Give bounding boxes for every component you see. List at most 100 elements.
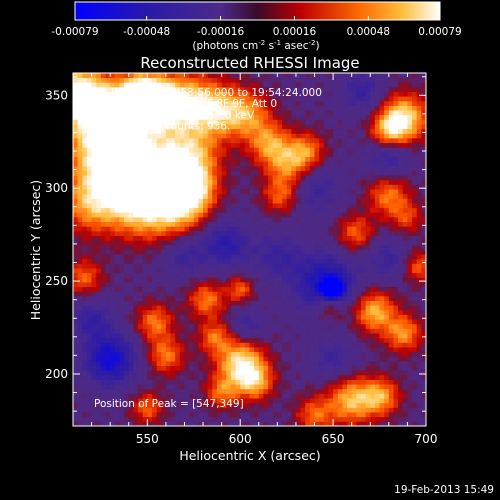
heatmap-cell	[184, 203, 190, 209]
heatmap-cell	[156, 384, 162, 390]
heatmap-cell	[119, 198, 125, 204]
heatmap-cell	[291, 384, 297, 390]
heatmap-cell	[249, 398, 255, 404]
heatmap-cell	[100, 244, 106, 250]
heatmap-cell	[161, 347, 167, 353]
heatmap-cell	[263, 319, 269, 325]
heatmap-cell	[263, 240, 269, 246]
heatmap-cell	[96, 365, 102, 371]
heatmap-cell	[216, 96, 223, 102]
heatmap-cell	[314, 351, 320, 357]
heatmap-cell	[133, 319, 139, 325]
heatmap-cell	[161, 212, 167, 218]
heatmap-cell	[119, 282, 125, 288]
heatmap-cell	[347, 319, 353, 325]
heatmap-cell	[333, 110, 339, 116]
heatmap-cell	[179, 86, 185, 92]
heatmap-cell	[124, 421, 130, 426]
heatmap-cell	[249, 207, 255, 213]
heatmap-cell	[263, 151, 269, 157]
heatmap-cell	[193, 100, 199, 106]
heatmap-cell	[263, 351, 269, 357]
heatmap-cell	[319, 277, 325, 283]
heatmap-cell	[240, 240, 246, 246]
heatmap-cell	[184, 119, 190, 125]
heatmap-cell	[356, 328, 362, 334]
heatmap-cell	[105, 360, 111, 367]
heatmap-cell	[124, 309, 130, 315]
heatmap-cell	[249, 138, 255, 144]
heatmap-cell	[323, 286, 329, 292]
heatmap-cell	[119, 147, 125, 153]
heatmap-cell	[100, 258, 106, 264]
heatmap-cell	[263, 189, 269, 195]
heatmap-cell	[212, 319, 218, 325]
heatmap-cell	[161, 258, 167, 264]
heatmap-cell	[193, 193, 199, 199]
heatmap-cell	[337, 291, 343, 297]
heatmap-cell	[147, 365, 153, 371]
heatmap-cell	[203, 96, 209, 102]
heatmap-cell	[356, 300, 362, 306]
heatmap-cell	[333, 240, 339, 246]
heatmap-cell	[342, 254, 348, 260]
heatmap-cell	[309, 235, 315, 241]
heatmap-cell	[82, 189, 88, 195]
heatmap-cell	[203, 212, 209, 218]
heatmap-cell	[254, 161, 260, 167]
heatmap-cell	[319, 203, 325, 209]
heatmap-cell	[110, 235, 116, 241]
heatmap-cell	[291, 323, 297, 329]
heatmap-cell	[370, 82, 376, 88]
heatmap-cell	[184, 175, 190, 181]
heatmap-cell	[73, 198, 79, 204]
heatmap-cell	[328, 105, 334, 111]
heatmap-cell	[203, 365, 209, 371]
heatmap-cell	[110, 272, 116, 278]
heatmap-cell	[105, 244, 111, 250]
heatmap-cell	[342, 189, 348, 195]
heatmap-cell	[100, 147, 106, 153]
heatmap-cell	[119, 402, 125, 408]
heatmap-cell	[286, 128, 292, 134]
heatmap-cell	[179, 328, 185, 334]
heatmap-cell	[244, 86, 250, 92]
heatmap-cell	[207, 156, 213, 162]
heatmap-cell	[309, 309, 315, 315]
heatmap-cell	[333, 73, 339, 79]
heatmap-cell	[254, 333, 260, 339]
heatmap-cell	[240, 309, 246, 315]
heatmap-cell	[240, 351, 246, 357]
heatmap-cell	[328, 124, 334, 130]
heatmap-cell	[175, 272, 181, 278]
heatmap-cell	[370, 175, 376, 181]
heatmap-cell	[119, 184, 125, 190]
heatmap-cell	[198, 333, 204, 339]
heatmap-cell	[142, 73, 148, 79]
heatmap-cell	[100, 184, 106, 190]
heatmap-cell	[347, 91, 353, 97]
heatmap-cell	[73, 379, 79, 385]
heatmap-cell	[240, 110, 246, 116]
heatmap-cell	[138, 203, 144, 209]
heatmap-cell	[263, 333, 269, 339]
heatmap-cell	[333, 388, 339, 394]
heatmap-cell	[314, 230, 320, 236]
heatmap-cell	[295, 230, 301, 236]
heatmap-cell	[365, 198, 371, 204]
heatmap-cell	[151, 374, 157, 380]
heatmap-cell	[272, 282, 278, 288]
heatmap-cell	[82, 151, 88, 157]
heatmap-cell	[230, 105, 236, 111]
heatmap-cell	[263, 412, 269, 418]
heatmap-cell	[105, 393, 111, 399]
heatmap-cell	[319, 365, 325, 371]
heatmap-cell	[277, 388, 283, 394]
heatmap-cell	[314, 412, 320, 418]
heatmap-cell	[193, 235, 199, 241]
heatmap-cell	[175, 277, 181, 283]
heatmap-cell	[282, 277, 288, 283]
heatmap-cell	[319, 86, 325, 92]
heatmap-cell	[189, 216, 195, 223]
heatmap-cell	[179, 416, 185, 422]
